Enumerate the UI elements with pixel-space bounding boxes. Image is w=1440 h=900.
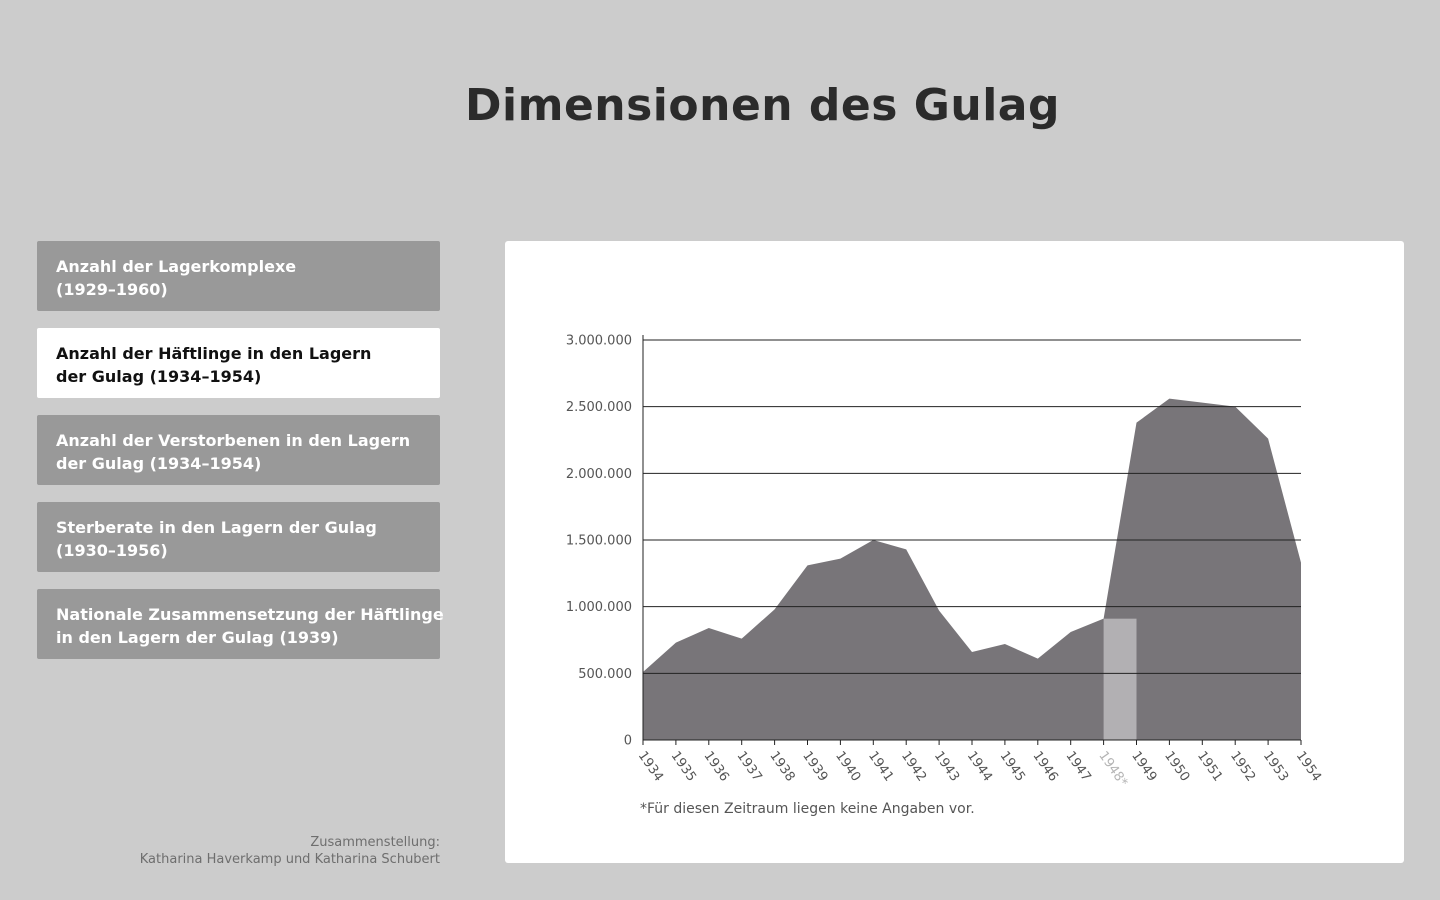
x-tick-label: 1940	[832, 749, 863, 785]
y-tick-label: 1.500.000	[566, 534, 632, 549]
x-tick-label: 1936	[701, 749, 732, 785]
x-tick-label: 1954	[1293, 749, 1324, 785]
x-tick-label: 1938	[766, 749, 797, 785]
x-tick-label: 1948*	[1095, 749, 1130, 790]
y-tick-label: 2.000.000	[566, 467, 632, 482]
menu-item-sterberate[interactable]: Sterberate in den Lagern der Gulag (1930…	[37, 502, 440, 572]
chart-panel: 0 500.000 1.000.000 1.500.000 2.000.000 2.500…	[505, 241, 1404, 863]
y-tick-label: 2.500.000	[566, 400, 632, 415]
menu-item-label: in den Lagern der Gulag (1939)	[56, 628, 339, 647]
y-tick-label: 3.000.000	[566, 334, 632, 349]
x-tick-label: 1953	[1260, 749, 1291, 785]
x-tick-label: 1942	[898, 749, 929, 785]
y-tick-label: 0	[624, 734, 632, 749]
credit-line: Zusammenstellung:	[310, 835, 440, 850]
menu-item-lagerkomplexe[interactable]: Anzahl der Lagerkomplexe (1929–1960)	[37, 241, 440, 311]
x-tick-label: 1952	[1227, 749, 1258, 785]
x-tick-label: 1944	[964, 749, 995, 785]
menu-item-verstorbene[interactable]: Anzahl der Verstorbenen in den Lagern de…	[37, 415, 440, 485]
x-tick-label: 1941	[865, 749, 896, 785]
credit-text: Zusammenstellung: Katharina Haverkamp un…	[140, 834, 440, 868]
x-tick-label: 1935	[668, 749, 699, 785]
menu-item-haeftlinge[interactable]: Anzahl der Häftlinge in den Lagern der G…	[37, 328, 440, 398]
y-tick-label: 1.000.000	[566, 600, 632, 615]
x-tick-label: 1950	[1161, 749, 1192, 785]
x-tick-label: 1946	[1030, 749, 1061, 785]
chart-footnote: *Für diesen Zeitraum liegen keine Angabe…	[640, 801, 975, 817]
menu-item-label: Anzahl der Häftlinge in den Lagern	[56, 344, 372, 363]
x-tick-label: 1945	[997, 749, 1028, 785]
menu-item-label: Nationale Zusammensetzung der Häftlinge	[56, 605, 444, 624]
x-tick-label: 1943	[931, 749, 962, 785]
x-tick-label: 1934	[635, 749, 666, 785]
missing-data-band	[1103, 618, 1137, 740]
menu-item-label: Sterberate in den Lagern der Gulag	[56, 518, 377, 537]
x-tick-label: 1939	[799, 749, 830, 785]
y-tick-label: 500.000	[578, 667, 632, 682]
menu-item-label: Anzahl der Lagerkomplexe	[56, 257, 297, 276]
x-tick-label: 1947	[1062, 749, 1093, 785]
menu-item-label: (1929–1960)	[56, 280, 168, 299]
data-area	[643, 398, 1301, 740]
x-tick-label: 1937	[733, 749, 764, 785]
area-chart: 0 500.000 1.000.000 1.500.000 2.000.000 2.500…	[566, 334, 1324, 791]
chart-selection-menu: Anzahl der Lagerkomplexe (1929–1960) Anz…	[37, 241, 444, 676]
menu-item-label: (1930–1956)	[56, 541, 168, 560]
x-tick-label: 1949	[1128, 749, 1159, 785]
x-tick-label: 1951	[1194, 749, 1225, 785]
page-title: Dimensionen des Gulag	[465, 80, 1060, 131]
menu-item-label: Anzahl der Verstorbenen in den Lagern	[56, 431, 411, 450]
menu-item-label: der Gulag (1934–1954)	[56, 454, 262, 473]
credit-line: Katharina Haverkamp und Katharina Schube…	[139, 852, 440, 867]
menu-item-nationale-zusammensetzung[interactable]: Nationale Zusammensetzung der Häftlinge …	[37, 589, 444, 659]
menu-item-label: der Gulag (1934–1954)	[56, 367, 262, 386]
